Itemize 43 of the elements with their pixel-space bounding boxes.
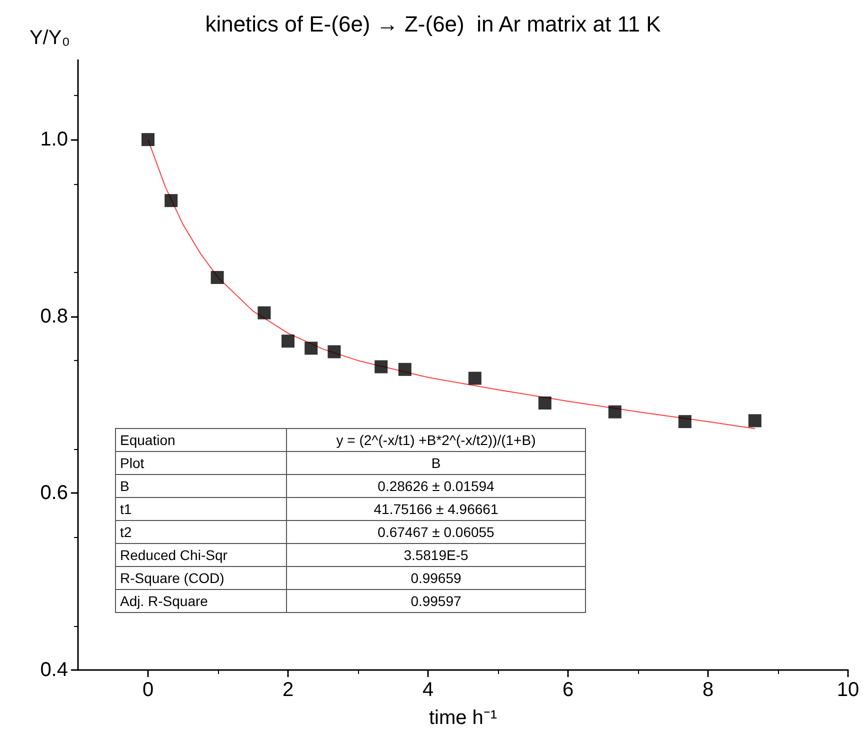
- annotation: t1: [116, 498, 286, 520]
- annotation: Equation: [116, 428, 286, 452]
- point: [608, 405, 622, 418]
- annotation: y = (2^(-x/t1) +B*2^(-x/t2))/(1+B): [286, 428, 586, 452]
- point: [304, 342, 318, 355]
- y-tick-label: 0.8: [40, 305, 68, 328]
- point: [748, 414, 762, 428]
- point: [142, 133, 154, 146]
- point: [468, 372, 482, 385]
- annotation: R-Square (COD): [116, 566, 286, 590]
- point: [538, 396, 552, 410]
- point: [374, 360, 388, 374]
- annotation: B: [286, 452, 586, 474]
- x-axis-title: time h⁻¹: [428, 707, 498, 729]
- y-tick-label: 0.6: [40, 482, 68, 504]
- point: [210, 270, 224, 284]
- x-tick-label: 2: [282, 679, 294, 701]
- x-tick-label: 10: [836, 679, 860, 701]
- point: [282, 334, 294, 348]
- x-tick-label: 6: [562, 679, 574, 701]
- y-tick-label: 0.4: [40, 659, 68, 681]
- x-tick-label: 4: [422, 679, 434, 701]
- annotation: Adj. R-Square: [116, 590, 286, 612]
- chart-title: kinetics of E-(6e) → Z-(6e) in Ar matrix at 11 K: [205, 12, 662, 36]
- point: [678, 415, 692, 428]
- point: [164, 194, 178, 208]
- annotation: t2: [116, 520, 286, 544]
- annotation: 0.28626 ± 0.01594: [286, 474, 586, 498]
- annotation: 0.99659: [286, 566, 586, 590]
- y-tick-label: 1.0: [40, 128, 68, 151]
- point: [258, 306, 271, 320]
- x-tick-label: 8: [702, 679, 714, 701]
- annotation: 3.5819E-5: [286, 544, 586, 566]
- annotation: Reduced Chi-Sqr: [116, 544, 286, 566]
- annotation: B: [116, 474, 286, 498]
- annotation: 41.75166 ± 4.96661: [286, 498, 586, 520]
- point: [398, 362, 412, 376]
- point: [328, 345, 341, 358]
- x-tick-label: 0: [142, 679, 154, 701]
- annotation: 0.67467 ± 0.06055: [286, 520, 586, 544]
- annotation: 0.99597: [286, 590, 586, 612]
- y-axis-title: Y/Y₀: [29, 27, 70, 49]
- annotation: Plot: [116, 452, 286, 474]
